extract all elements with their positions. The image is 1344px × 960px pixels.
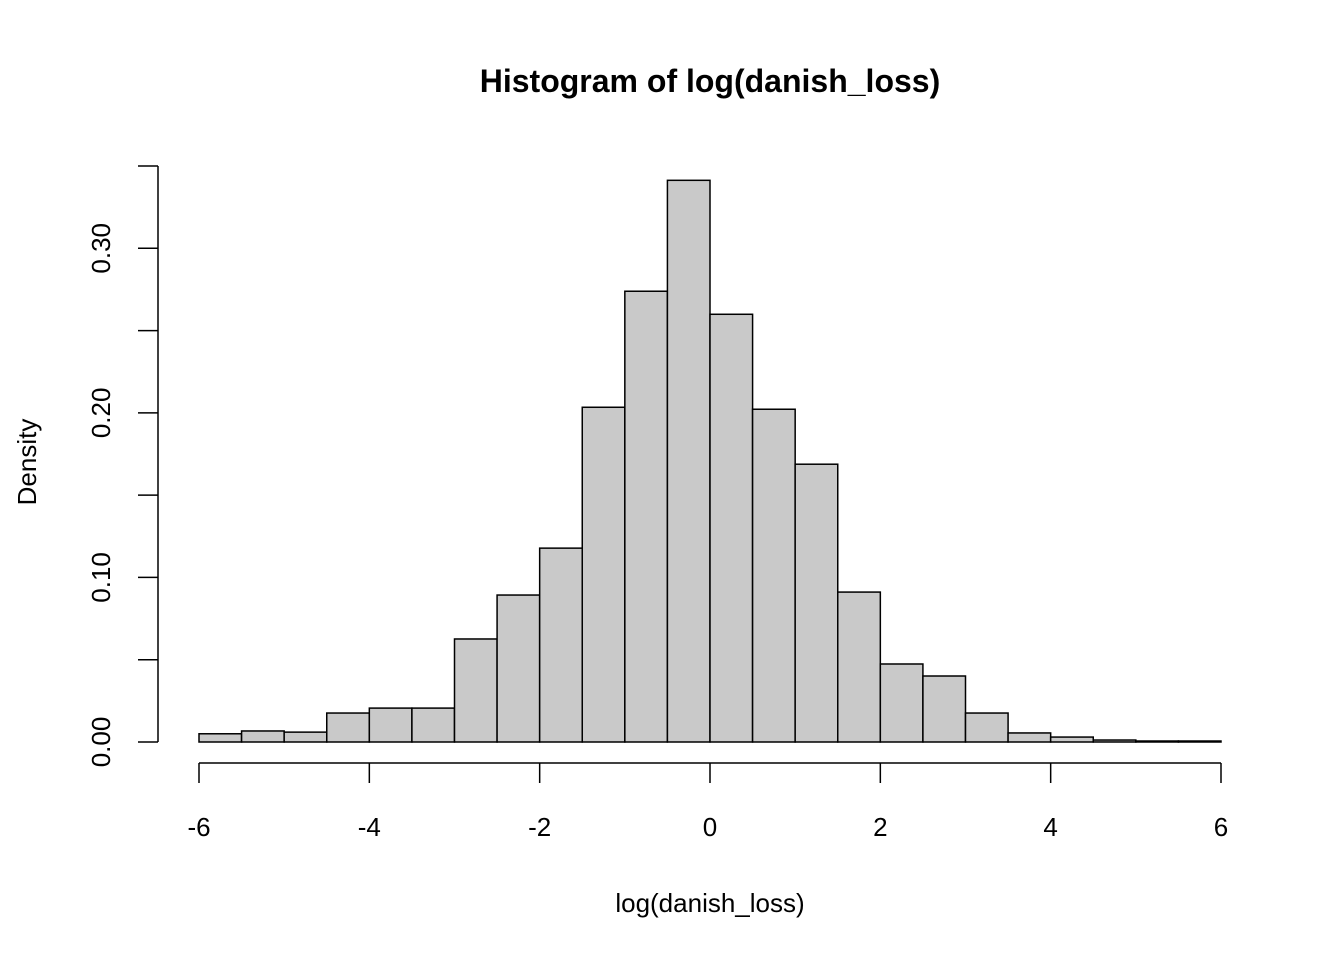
histogram-bar (794, 463, 839, 743)
histogram-bar (1049, 736, 1094, 743)
chart-title: Histogram of log(danish_loss) (480, 63, 940, 99)
histogram-bar (240, 730, 285, 743)
histogram-bar (411, 707, 456, 743)
histogram-bar (709, 313, 754, 743)
histogram-bar (198, 733, 243, 743)
y-axis: 0.00 0.10 0.20 0.30 (86, 165, 159, 768)
histogram-bar (751, 408, 796, 743)
y-tick-label: 0.20 (86, 388, 116, 439)
histogram-bar (1135, 740, 1180, 743)
x-axis: -6 -4 -2 0 2 4 6 (187, 762, 1228, 842)
y-tick-label: 0.10 (86, 552, 116, 603)
histogram-bar (879, 663, 924, 743)
x-tick-label: 0 (703, 812, 717, 842)
histogram-bar (283, 731, 328, 743)
x-tick-label: 2 (873, 812, 887, 842)
histogram-bar (624, 290, 669, 743)
histogram-bar (581, 406, 626, 743)
x-tick-label: 4 (1043, 812, 1057, 842)
histogram-bar (368, 707, 413, 743)
y-axis-label: Density (12, 419, 42, 506)
histogram-bar (538, 547, 584, 743)
x-tick-label: 6 (1214, 812, 1228, 842)
y-tick-label: 0.30 (86, 223, 116, 274)
histogram-bar (837, 591, 882, 743)
histogram-bar (666, 179, 711, 743)
histogram-bar (496, 594, 541, 743)
histogram-bar (326, 712, 371, 743)
x-axis-label: log(danish_loss) (615, 888, 804, 918)
y-tick-label: 0.00 (86, 717, 116, 768)
histogram-bar (922, 675, 967, 743)
histogram-bar (1007, 732, 1052, 743)
x-tick-label: -2 (528, 812, 551, 842)
histogram-bar (1092, 739, 1137, 743)
bars-group (198, 179, 1222, 743)
histogram-bar (453, 638, 498, 743)
x-tick-label: -6 (187, 812, 210, 842)
histogram-bar (964, 712, 1009, 743)
x-tick-label: -4 (358, 812, 381, 842)
histogram-bar (1177, 740, 1222, 743)
